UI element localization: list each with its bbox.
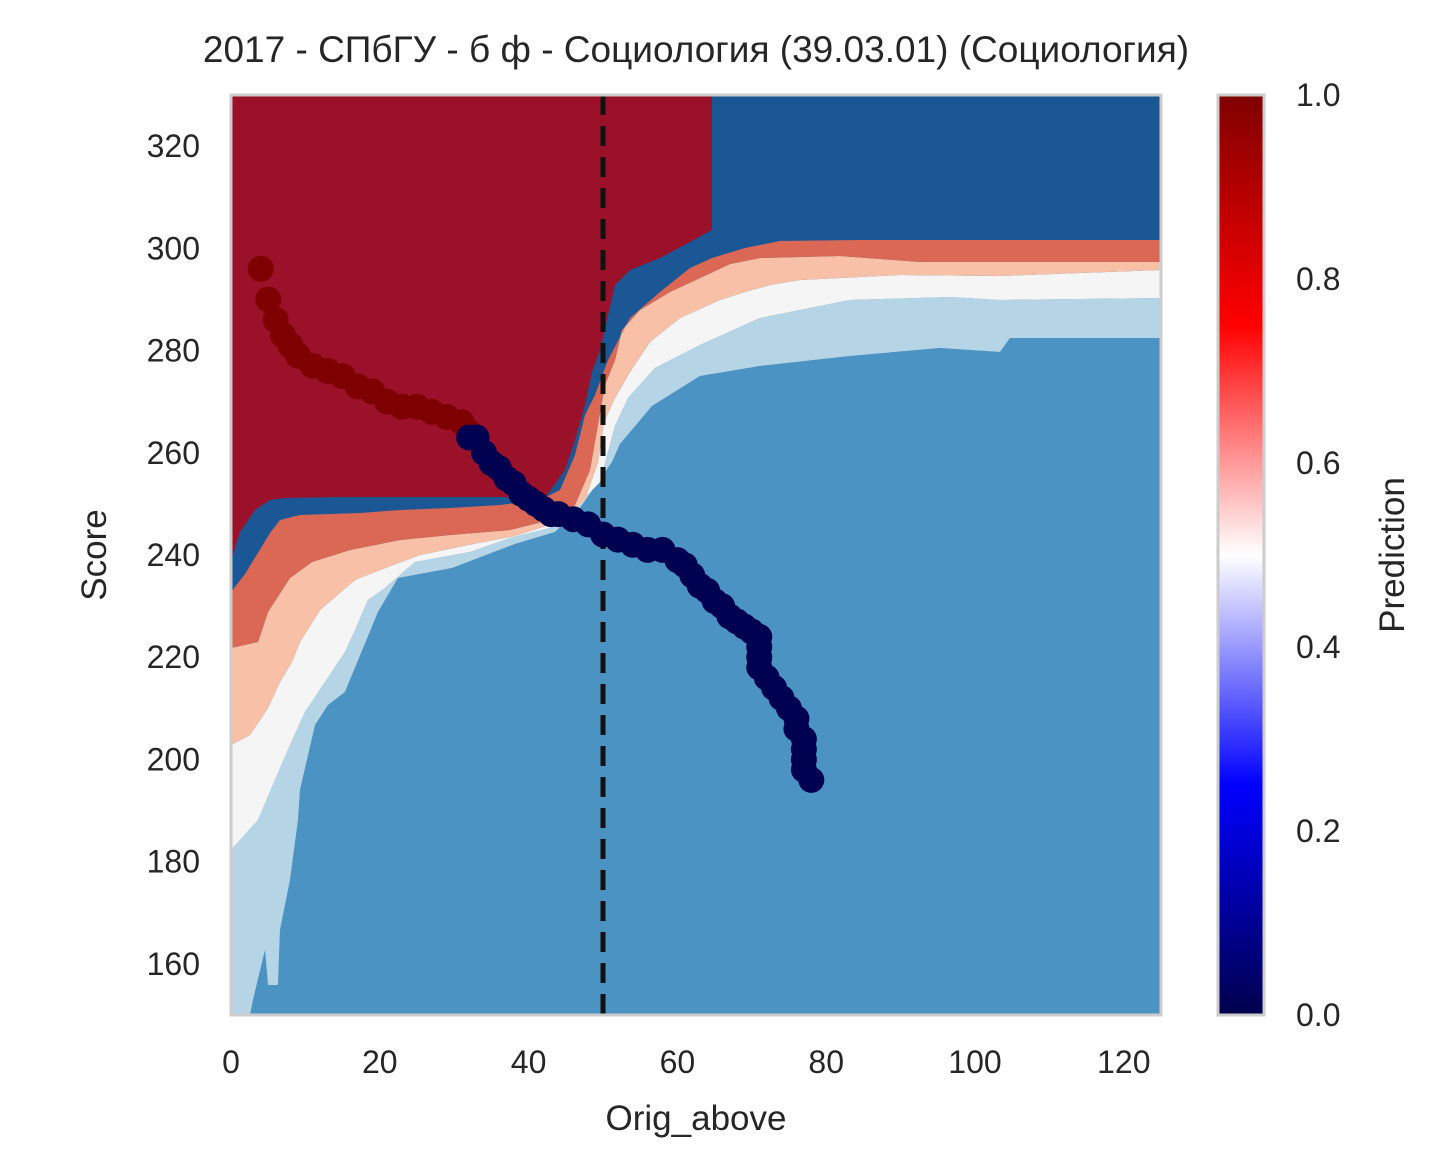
colorbar-tick-label: 1.0 [1296,77,1340,113]
y-tick-label: 160 [147,946,200,982]
x-tick-label: 120 [1097,1044,1150,1080]
x-axis: 0 20 40 60 80 100 120 [222,1044,1150,1080]
y-tick-label: 200 [147,741,200,777]
y-tick-label: 260 [147,435,200,471]
colorbar-tick-label: 0.4 [1296,629,1340,665]
chart-title: 2017 - СПбГУ - б ф - Социология (39.03.0… [203,29,1189,70]
x-tick-label: 100 [948,1044,1001,1080]
y-axis-label: Score [75,509,114,600]
y-tick-label: 320 [147,128,200,164]
y-axis: 160 180 200 220 240 260 280 300 320 [147,128,200,982]
colorbar-tick-label: 0.0 [1296,997,1340,1033]
x-tick-label: 0 [222,1044,240,1080]
contour-level-0.8-1.0 [231,95,712,560]
y-tick-label: 240 [147,537,200,573]
y-tick-label: 280 [147,333,200,369]
scatter-point [798,766,825,793]
scatter-point [255,286,282,313]
x-tick-label: 20 [362,1044,398,1080]
colorbar-tick-label: 0.6 [1296,445,1340,481]
scatter-point [247,255,274,282]
x-tick-label: 60 [660,1044,696,1080]
x-tick-label: 80 [808,1044,844,1080]
contour-regions [231,95,1161,1015]
contour-level-0.2-0.3 [231,330,1161,1015]
colorbar-tick-label: 0.8 [1296,261,1340,297]
y-tick-label: 180 [147,844,200,880]
colorbar-ticks: 0.0 0.2 0.4 0.6 0.8 1.0 [1296,77,1340,1033]
plot-frame [229,93,1163,1017]
x-tick-label: 40 [511,1044,547,1080]
y-tick-label: 220 [147,639,200,675]
colorbar-label: Prediction [1373,477,1412,633]
x-axis-label: Orig_above [606,1099,787,1138]
colorbar-tick-label: 0.2 [1296,813,1340,849]
y-tick-label: 300 [147,230,200,266]
scatter-points [247,255,825,793]
colorbar [1216,93,1266,1017]
